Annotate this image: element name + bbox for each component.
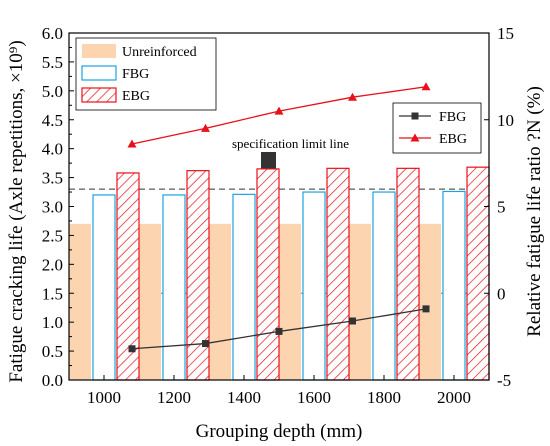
point-fbg-3 [349, 317, 356, 325]
ytick-right-label: 10 [497, 111, 514, 130]
bar-fbg-1600 [302, 191, 326, 381]
ytick-left-label: 3.0 [42, 198, 63, 217]
ytick-right-label: 15 [497, 24, 514, 43]
xtick-label-2000: 2000 [437, 388, 471, 407]
bar-fbg-1800 [372, 191, 396, 381]
ytick-right-label: 0 [497, 284, 506, 303]
bar-fbg-1200 [162, 194, 186, 381]
legend-label-unreinforced: Unreinforced [122, 45, 197, 60]
ytick-right-label: 5 [497, 198, 506, 217]
bar-unreinforced-1200 [139, 223, 161, 380]
y-axis-left-label: Fatigue cracking life (Axle repetitions,… [6, 40, 27, 382]
ytick-left-label: 6.0 [42, 24, 63, 43]
legend-swatch-unreinforced [82, 44, 116, 58]
line-series [127, 82, 431, 353]
ytick-left-label: 5.5 [42, 53, 63, 72]
bar-unreinforced-2000 [419, 223, 441, 380]
bar-ebg-1800 [396, 167, 420, 381]
point-fbg-4 [422, 305, 430, 313]
xtick-label-1800: 1800 [367, 388, 401, 407]
xtick-label-1400: 1400 [227, 388, 261, 407]
point-ebg-4 [421, 82, 431, 91]
x-axis-label: Grouping depth (mm) [196, 421, 363, 442]
bar-unreinforced-1800 [349, 223, 371, 380]
bar-unreinforced-1600 [279, 223, 301, 380]
ytick-left-label: 1.5 [42, 284, 63, 303]
xtick-label-1000: 1000 [87, 388, 121, 407]
ytick-left-label: 0.0 [42, 371, 63, 390]
point-fbg-1 [202, 340, 209, 348]
ytick-left-label: 4.0 [42, 140, 63, 159]
legend-line-label-fbg: FBG [439, 110, 466, 125]
legend-marker-fbg [411, 112, 419, 120]
ytick-left-label: 1.0 [42, 313, 63, 332]
bar-ebg-1400 [256, 168, 280, 381]
ytick-left-label: 3.5 [42, 169, 63, 188]
legend-label-fbg: FBG [122, 67, 149, 82]
bar-unreinforced-1400 [209, 223, 231, 380]
ytick-left-label: 2.5 [42, 226, 63, 245]
point-ebg-0 [127, 139, 137, 148]
ytick-right-label: -5 [497, 371, 511, 390]
legend-lines-box [392, 102, 482, 154]
point-fbg-0 [128, 345, 136, 353]
xtick-label-1600: 1600 [297, 388, 331, 407]
point-ebg-3 [348, 92, 357, 101]
bar-fbg-2000 [442, 190, 466, 381]
legend-line-label-ebg: EBG [439, 132, 467, 147]
legend-swatch-fbg [81, 65, 117, 81]
bars [69, 166, 490, 381]
bar-fbg-1400 [232, 193, 256, 381]
bar-fbg-1000 [92, 194, 116, 381]
ytick-left-label: 4.5 [42, 111, 63, 130]
bar-ebg-2000 [466, 166, 490, 381]
bar-ebg-1200 [186, 170, 210, 381]
point-ebg-2 [274, 106, 284, 115]
ytick-left-label: 2.0 [42, 255, 63, 274]
point-ebg-1 [201, 123, 210, 132]
legends: Unreinforced FBG EBG FBG EBG [75, 37, 482, 154]
legend-marker-ebg [410, 133, 420, 142]
point-fbg-2 [275, 327, 283, 335]
axis-ticks: 0.0 0.5 1.0 1.5 2.0 2.5 3.0 3.5 4.0 4.5 5.0 5.5 6.0 -… [42, 24, 514, 407]
legend-swatch-ebg [81, 87, 117, 103]
legend-bars: Unreinforced FBG EBG [75, 37, 217, 111]
y-axis-right-label: Relative fatigue life ratio ?N (%) [524, 86, 545, 337]
legend-label-ebg: EBG [122, 89, 150, 104]
bar-ebg-1600 [326, 167, 350, 381]
bar-unreinforced-1000 [69, 223, 91, 380]
xtick-label-1200: 1200 [157, 388, 191, 407]
legend-lines: FBG EBG [392, 102, 482, 154]
ytick-left-label: 5.0 [42, 82, 63, 101]
axis-labels: Grouping depth (mm) Fatigue cracking life… [6, 40, 545, 442]
ytick-left-label: 0.5 [42, 342, 63, 361]
reference-line-label: specification limit line [232, 136, 349, 151]
